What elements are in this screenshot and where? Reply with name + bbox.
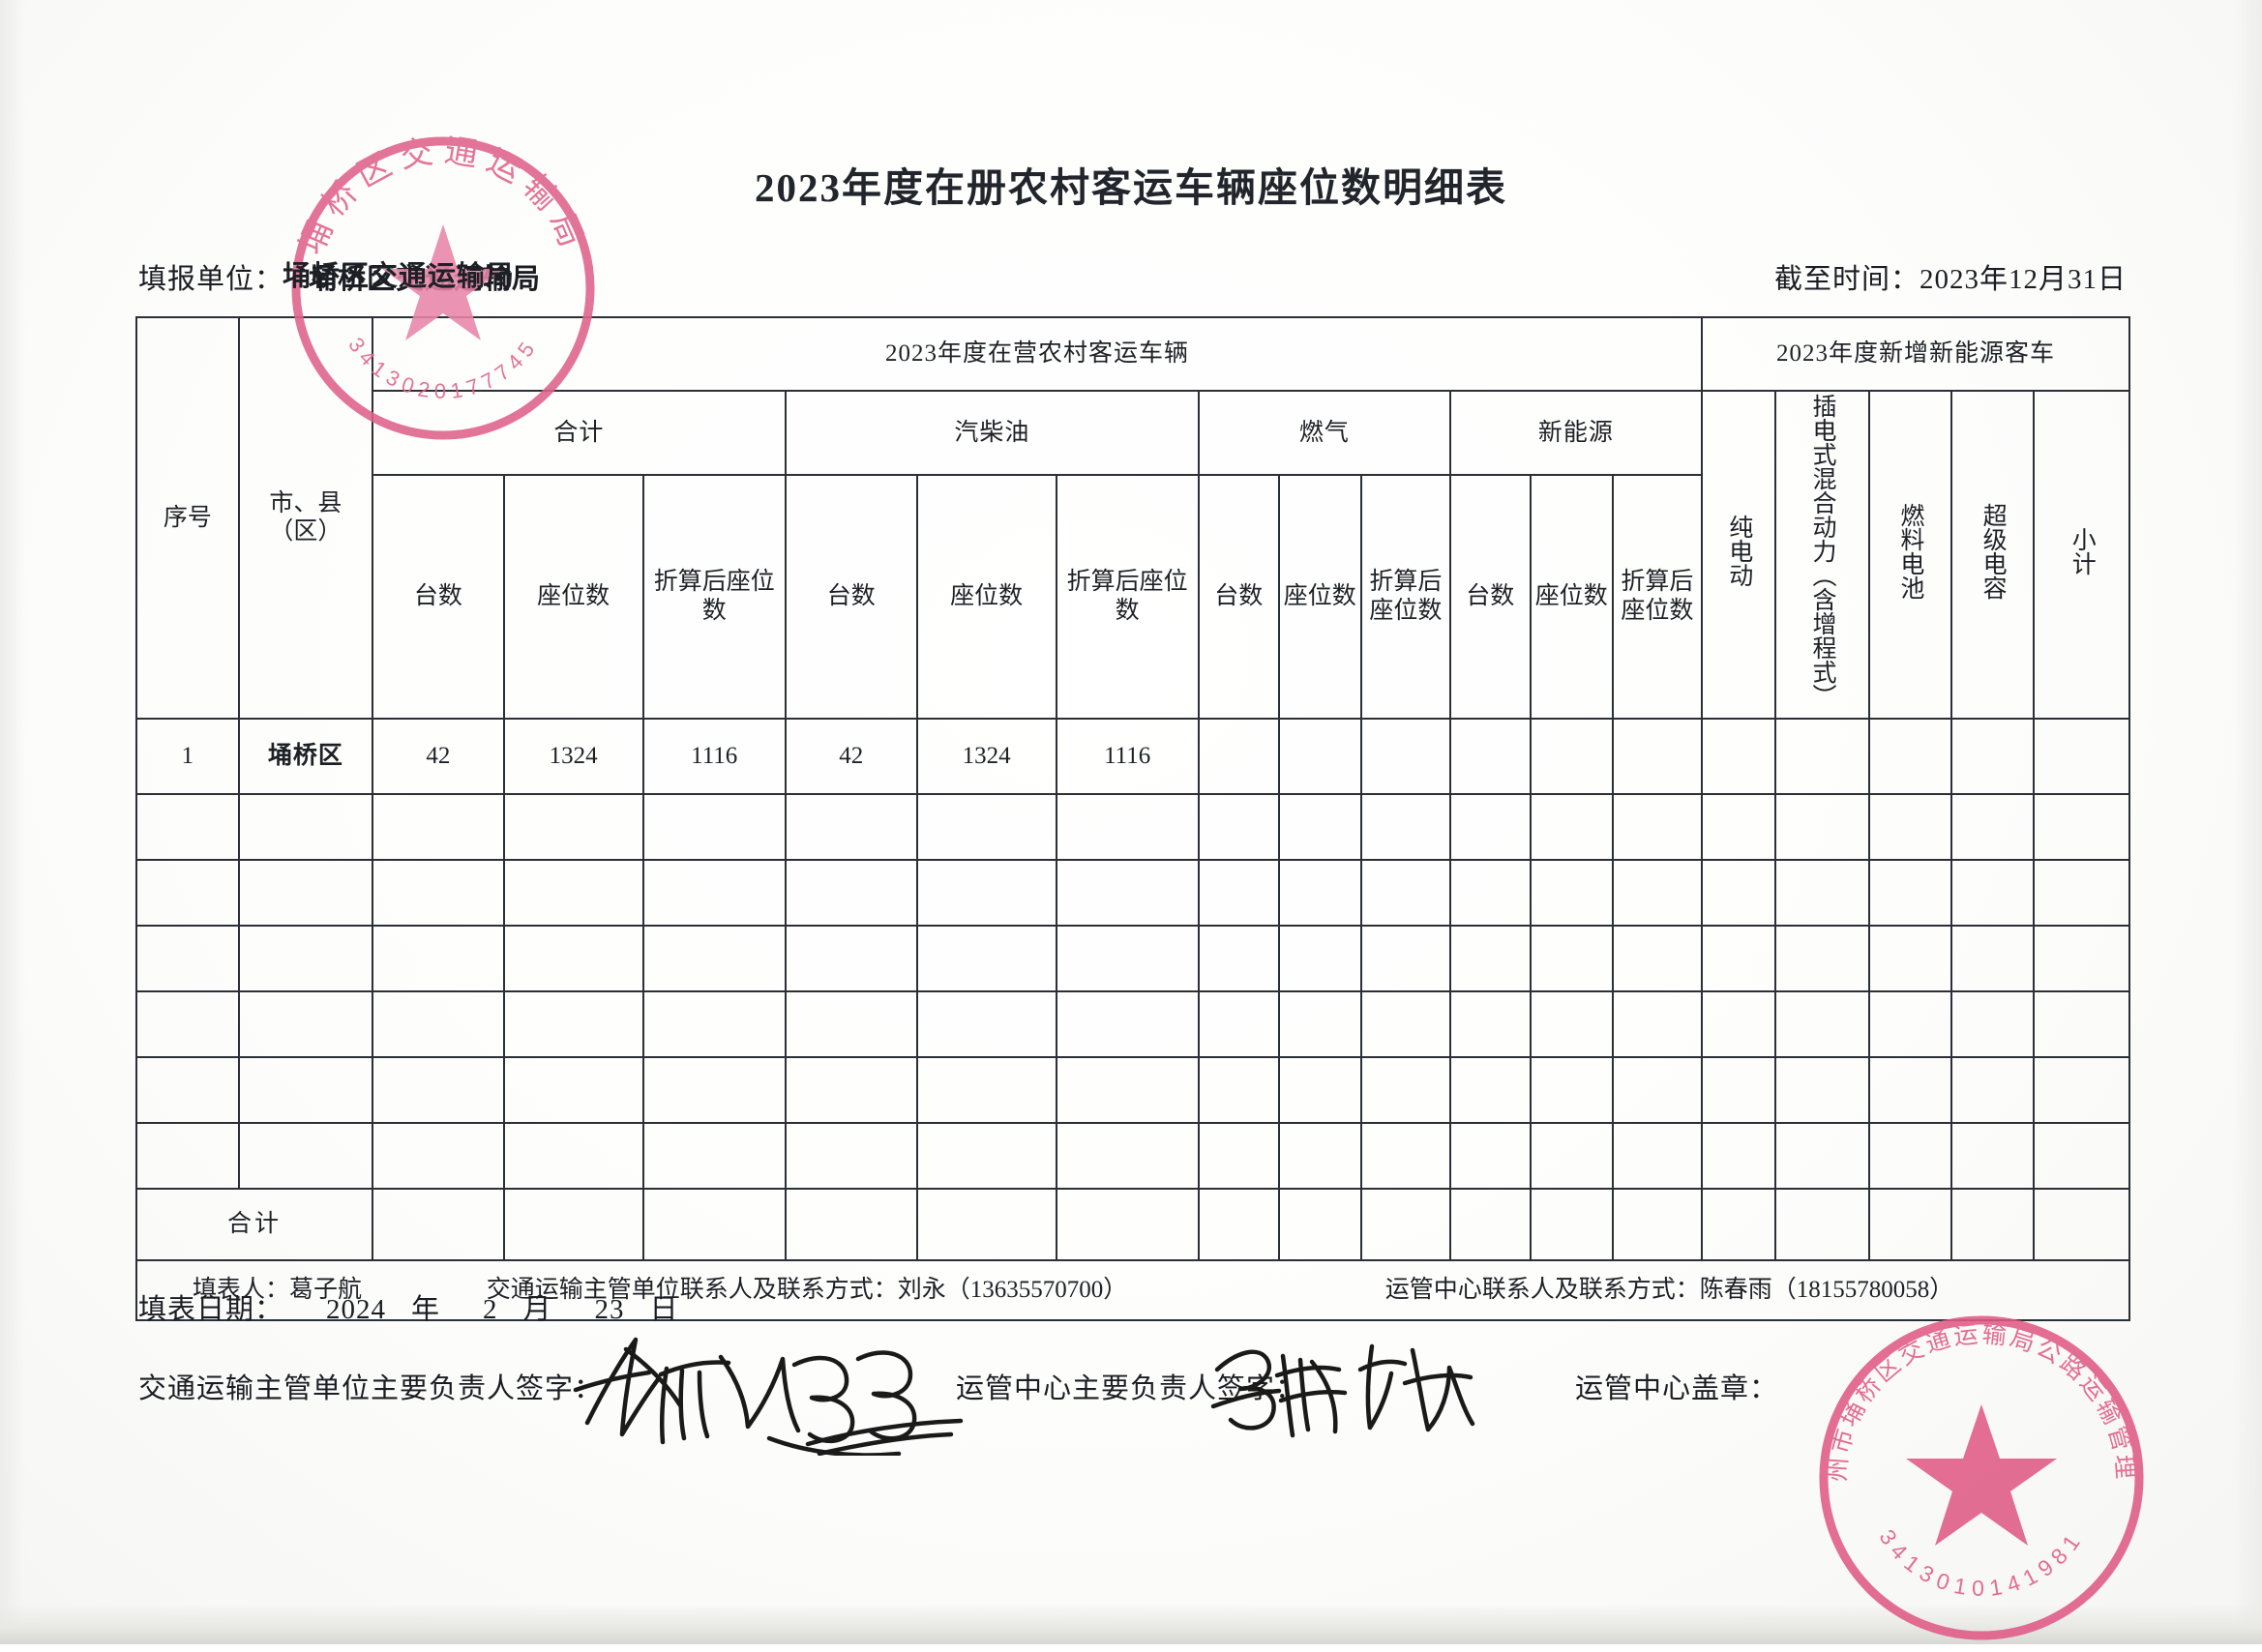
cell-fuel-units: 42 [784, 717, 918, 795]
reporting-unit-label: 填报单位： [138, 264, 284, 295]
header-ne-units: 台数 [1448, 473, 1532, 720]
header-row-groups: 序号 市、县 （区） 2023年度在营农村客运车辆 2023年度新增新能源客车 [135, 316, 2130, 720]
sign-transport-label: 交通运输主管单位主要负责人签字： [138, 1373, 604, 1404]
header-total-seats: 座位数 [502, 473, 644, 720]
header-subgroup-total: 合计 [371, 390, 787, 476]
svg-text:宿州市埇桥区交通运输局公路运输管理所: 宿州市埇桥区交通运输局公路运输管理所 [1807, 1304, 2139, 1483]
header-subgroup-gas: 燃气 [1197, 390, 1451, 476]
header-subgroup-fuel: 汽柴油 [784, 390, 1200, 476]
fill-date-month-unit: 月 [522, 1294, 552, 1325]
cell-total-converted: 1116 [641, 717, 787, 795]
cell-city-county: 埇桥区 [237, 717, 373, 795]
cell-ne-seats [1529, 717, 1614, 795]
transport-contact: 交通运输主管单位联系人及联系方式：刘永（13635570700） [486, 1276, 1128, 1303]
fill-date-year: 2024 [326, 1294, 387, 1325]
header-fuel-units: 台数 [784, 473, 918, 720]
header-group-new-energy: 2023年度新增新能源客车 [1701, 316, 2130, 392]
preparer: 填表人：葛子航 [192, 1276, 362, 1303]
cutoff-label: 截至时间： [1773, 264, 1920, 295]
header-total-units: 台数 [371, 473, 505, 720]
header-plugin-hybrid: 插电式混合动力（含增程式） [1773, 390, 1870, 720]
header-group-operating: 2023年度在营农村客运车辆 [371, 316, 1704, 392]
cell-fuel-cell [1867, 717, 1952, 795]
header-city-county-line1: 市、县 [269, 489, 342, 516]
header-gas-units: 台数 [1197, 473, 1280, 720]
official-seal-bottom: 宿州市埇桥区交通运输局公路运输管理所 3413010141981 [1807, 1304, 2144, 1640]
table-row-empty [135, 1121, 2131, 1190]
header-fuel-cell: 燃料电池 [1867, 390, 1952, 720]
table-row-total: 合计 [135, 1187, 2131, 1261]
scan-edge-left [0, 0, 25, 1644]
center-contact: 运管中心联系人及联系方式：陈春雨（18155780058） [1384, 1276, 1954, 1303]
cell-seq: 1 [135, 717, 240, 795]
header-city-county-line2: （区） [269, 518, 342, 546]
cell-total-units: 42 [371, 717, 505, 795]
fill-date-year-unit: 年 [411, 1294, 441, 1325]
cell-plugin-hybrid [1773, 717, 1870, 795]
sign-center-label: 运管中心主要负责人签字： [956, 1373, 1305, 1404]
header-seq: 序号 [135, 316, 240, 720]
cell-ne-converted [1611, 717, 1704, 795]
cell-fuel-seats: 1324 [915, 717, 1057, 795]
page-title: 2023年度在册农村客运车辆座位数明细表 [755, 165, 1507, 210]
header-subgroup-new-energy: 新能源 [1448, 390, 1704, 476]
cell-super-capacitor [1949, 717, 2035, 795]
table-row-empty [135, 1055, 2131, 1124]
header-gas-converted: 折算后座位数 [1359, 473, 1451, 720]
table-row-contacts: 填表人：葛子航 交通运输主管单位联系人及联系方式：刘永（13635570700）… [135, 1258, 2130, 1321]
cell-gas-units [1197, 717, 1280, 795]
signature-transport-handwriting [573, 1337, 964, 1456]
header-fuel-converted: 折算后座位数 [1055, 473, 1200, 720]
fill-date-day-unit: 日 [649, 1294, 679, 1325]
header-total-converted: 折算后座位数 [641, 473, 787, 720]
header-city-county: 市、县 （区） [237, 316, 373, 720]
header-row-metrics: 台数 座位数 折算后座位数 台数 座位数 折算后座位数 台数 座位数 折算后座位… [136, 473, 2129, 720]
reporting-unit-overlay: 埇桥区交通运输局 [283, 261, 516, 292]
cell-ne-units [1448, 717, 1532, 795]
header-pure-electric: 纯电动 [1701, 390, 1776, 720]
seal-center-label: 运管中心盖章： [1575, 1373, 1779, 1404]
header-gas-seats: 座位数 [1277, 473, 1362, 720]
table-row-empty [135, 989, 2131, 1058]
table-row-empty [135, 858, 2131, 927]
header-subtotal: 小计 [2032, 390, 2131, 720]
fill-date-month: 2 [483, 1294, 498, 1325]
cell-total-label: 合计 [135, 1187, 373, 1261]
cell-fuel-converted: 1116 [1055, 717, 1200, 795]
fill-date-line: 填表日期： 2024 年 2 月 23 日 [138, 1286, 679, 1327]
cell-gas-seats [1277, 717, 1362, 795]
table-row: 1 埇桥区 42 1324 1116 42 1324 1116 [135, 717, 2131, 795]
header-row-subgroups: 合计 汽柴油 燃气 新能源 纯电动 插电式混合动力（含增程式） 燃料电池 超级电… [136, 390, 2131, 720]
seal-bottom-name: 宿州市埇桥区交通运输局公路运输管理所 [1807, 1304, 2136, 1483]
svg-text:3413010141981: 3413010141981 [1874, 1525, 2088, 1601]
fill-date-label: 填表日期： [138, 1294, 284, 1325]
table-row-empty [135, 792, 2131, 861]
cutoff-value: 2023年12月31日 [1919, 264, 2127, 295]
header-fuel-seats: 座位数 [915, 473, 1057, 720]
table-row-empty [135, 924, 2131, 992]
contact-row: 填表人：葛子航 交通运输主管单位联系人及联系方式：刘永（13635570700）… [135, 1258, 2130, 1321]
seal-bottom-code: 3413010141981 [1874, 1525, 2081, 1601]
cell-subtotal [2032, 717, 2131, 795]
vehicle-seat-detail-table: 序号 市、县 （区） 2023年度在营农村客运车辆 2023年度新增新能源客车 … [135, 316, 2131, 1321]
header-ne-seats: 座位数 [1529, 473, 1614, 720]
cell-pure-electric [1701, 717, 1776, 795]
header-ne-converted: 折算后座位数 [1611, 473, 1704, 720]
fill-date-day: 23 [594, 1294, 625, 1325]
cutoff-date: 截至时间：2023年12月31日 [1774, 256, 2127, 297]
scan-edge-right [2233, 0, 2262, 1644]
cell-total-seats: 1324 [502, 717, 644, 795]
cell-gas-converted [1359, 717, 1451, 795]
header-super-capacitor: 超级电容 [1949, 390, 2035, 720]
